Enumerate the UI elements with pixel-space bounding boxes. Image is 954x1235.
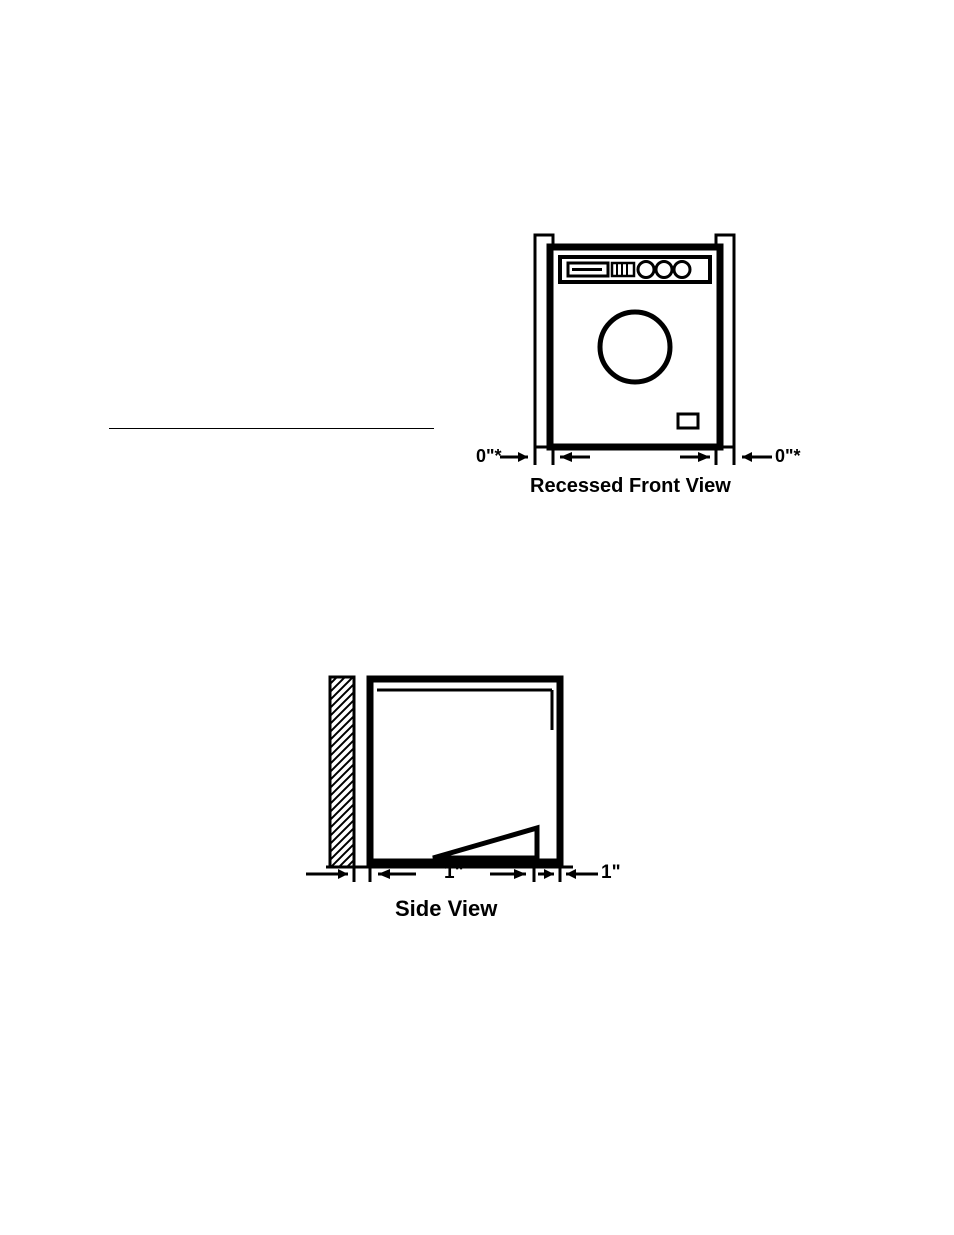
side-view-svg — [298, 668, 638, 932]
side-outer-dim: 1" — [601, 862, 621, 884]
front-caption: Recessed Front View — [530, 475, 731, 498]
section-divider — [109, 428, 434, 429]
front-left-dim: 0"* — [476, 446, 502, 467]
page: 0"* 0"* Recessed Front View — [0, 0, 954, 1235]
side-inner-dim: 1" — [444, 862, 464, 884]
front-right-dim: 0"* — [775, 446, 801, 467]
front-view-figure: 0"* 0"* Recessed Front View — [480, 232, 800, 502]
side-caption: Side View — [395, 896, 497, 922]
side-view-figure: 1" 1" Side View — [298, 668, 638, 932]
front-view-svg — [480, 232, 800, 502]
